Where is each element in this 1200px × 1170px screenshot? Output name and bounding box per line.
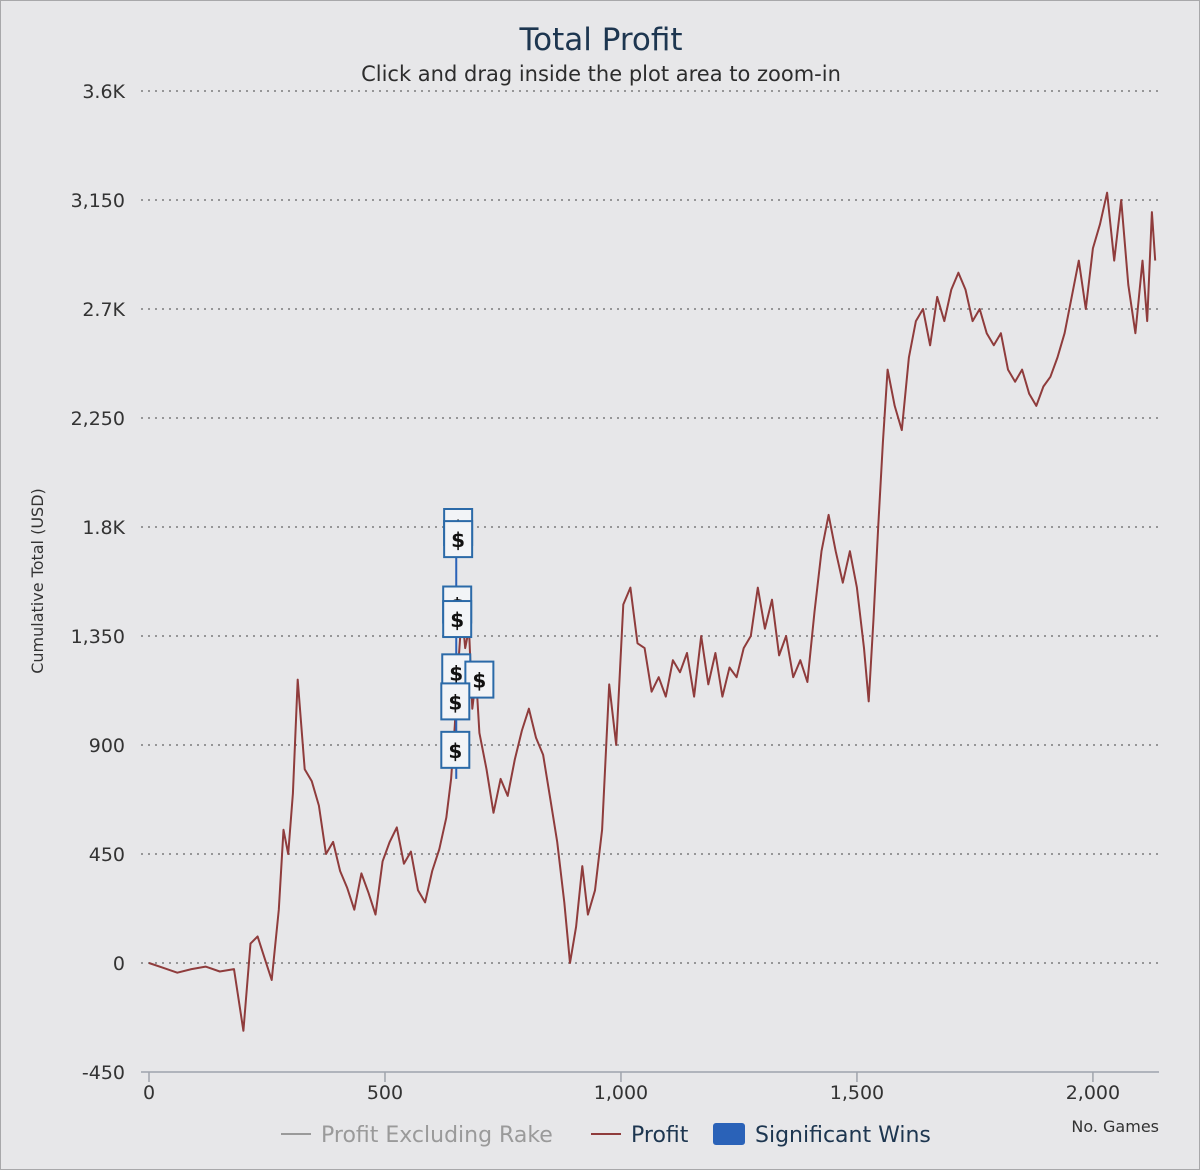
y-axis-label: Cumulative Total (USD) xyxy=(28,488,47,674)
y-tick-label: 450 xyxy=(89,844,125,866)
x-tick-label: 0 xyxy=(143,1082,155,1104)
grid-lines xyxy=(141,90,1159,964)
significant-win-flag[interactable]: $ xyxy=(442,600,473,639)
y-tick-label: 2.7K xyxy=(82,299,125,321)
flag-box xyxy=(443,520,474,559)
significant-win-flag[interactable]: $ xyxy=(440,730,471,769)
y-tick-label: 0 xyxy=(113,953,125,975)
y-tick-label: 1,350 xyxy=(71,626,125,648)
legend-label: Profit Excluding Rake xyxy=(321,1123,553,1148)
legend-item-significant-wins[interactable]: Significant Wins xyxy=(713,1123,931,1148)
significant-wins-flags: $$$$$$$$ xyxy=(440,508,495,779)
significant-win-flag[interactable]: $ xyxy=(440,682,471,721)
axes: -450 0 450 900 1,350 1.8K 2,250 2.7K 3,150 3.6K 0 5… xyxy=(71,81,1159,1104)
x-axis-label: No. Games xyxy=(1071,1117,1159,1136)
legend-item-profit[interactable]: Profit xyxy=(591,1123,689,1148)
flag-label: $ xyxy=(451,528,465,552)
legend-label: Significant Wins xyxy=(755,1123,931,1148)
legend-item-profit-excluding-rake[interactable]: Profit Excluding Rake xyxy=(281,1123,553,1148)
y-tick-label: -450 xyxy=(82,1062,125,1084)
y-tick-label: 3,150 xyxy=(71,190,125,212)
y-tick-label: 2,250 xyxy=(71,408,125,430)
legend-label: Profit xyxy=(631,1123,689,1148)
flag-box xyxy=(440,682,471,721)
chart-title: Total Profit xyxy=(518,22,682,58)
x-tick-label: 1,000 xyxy=(594,1082,648,1104)
x-tick-label: 500 xyxy=(367,1082,403,1104)
flag-box xyxy=(440,730,471,769)
flag-label: $ xyxy=(449,661,463,685)
flag-label: $ xyxy=(450,608,464,632)
x-tick-label: 2,000 xyxy=(1066,1082,1120,1104)
legend-box-symbol xyxy=(713,1123,745,1145)
legend: Profit Excluding Rake Profit Significant W… xyxy=(281,1123,931,1148)
y-tick-label: 1.8K xyxy=(82,517,125,539)
flag-label: $ xyxy=(448,690,462,714)
series-line-profit[interactable] xyxy=(148,191,1157,1032)
significant-win-flag[interactable]: $ xyxy=(443,520,474,559)
significant-win-flag[interactable]: $ xyxy=(464,660,495,699)
x-tick-label: 1,500 xyxy=(830,1082,884,1104)
flag-box xyxy=(442,600,473,639)
series-layer xyxy=(148,191,1157,1032)
flag-label: $ xyxy=(472,669,486,693)
y-tick-label: 900 xyxy=(89,735,125,757)
flag-label: $ xyxy=(448,739,462,763)
y-tick-label: 3.6K xyxy=(82,81,125,103)
chart-subtitle: Click and drag inside the plot area to z… xyxy=(361,62,841,86)
